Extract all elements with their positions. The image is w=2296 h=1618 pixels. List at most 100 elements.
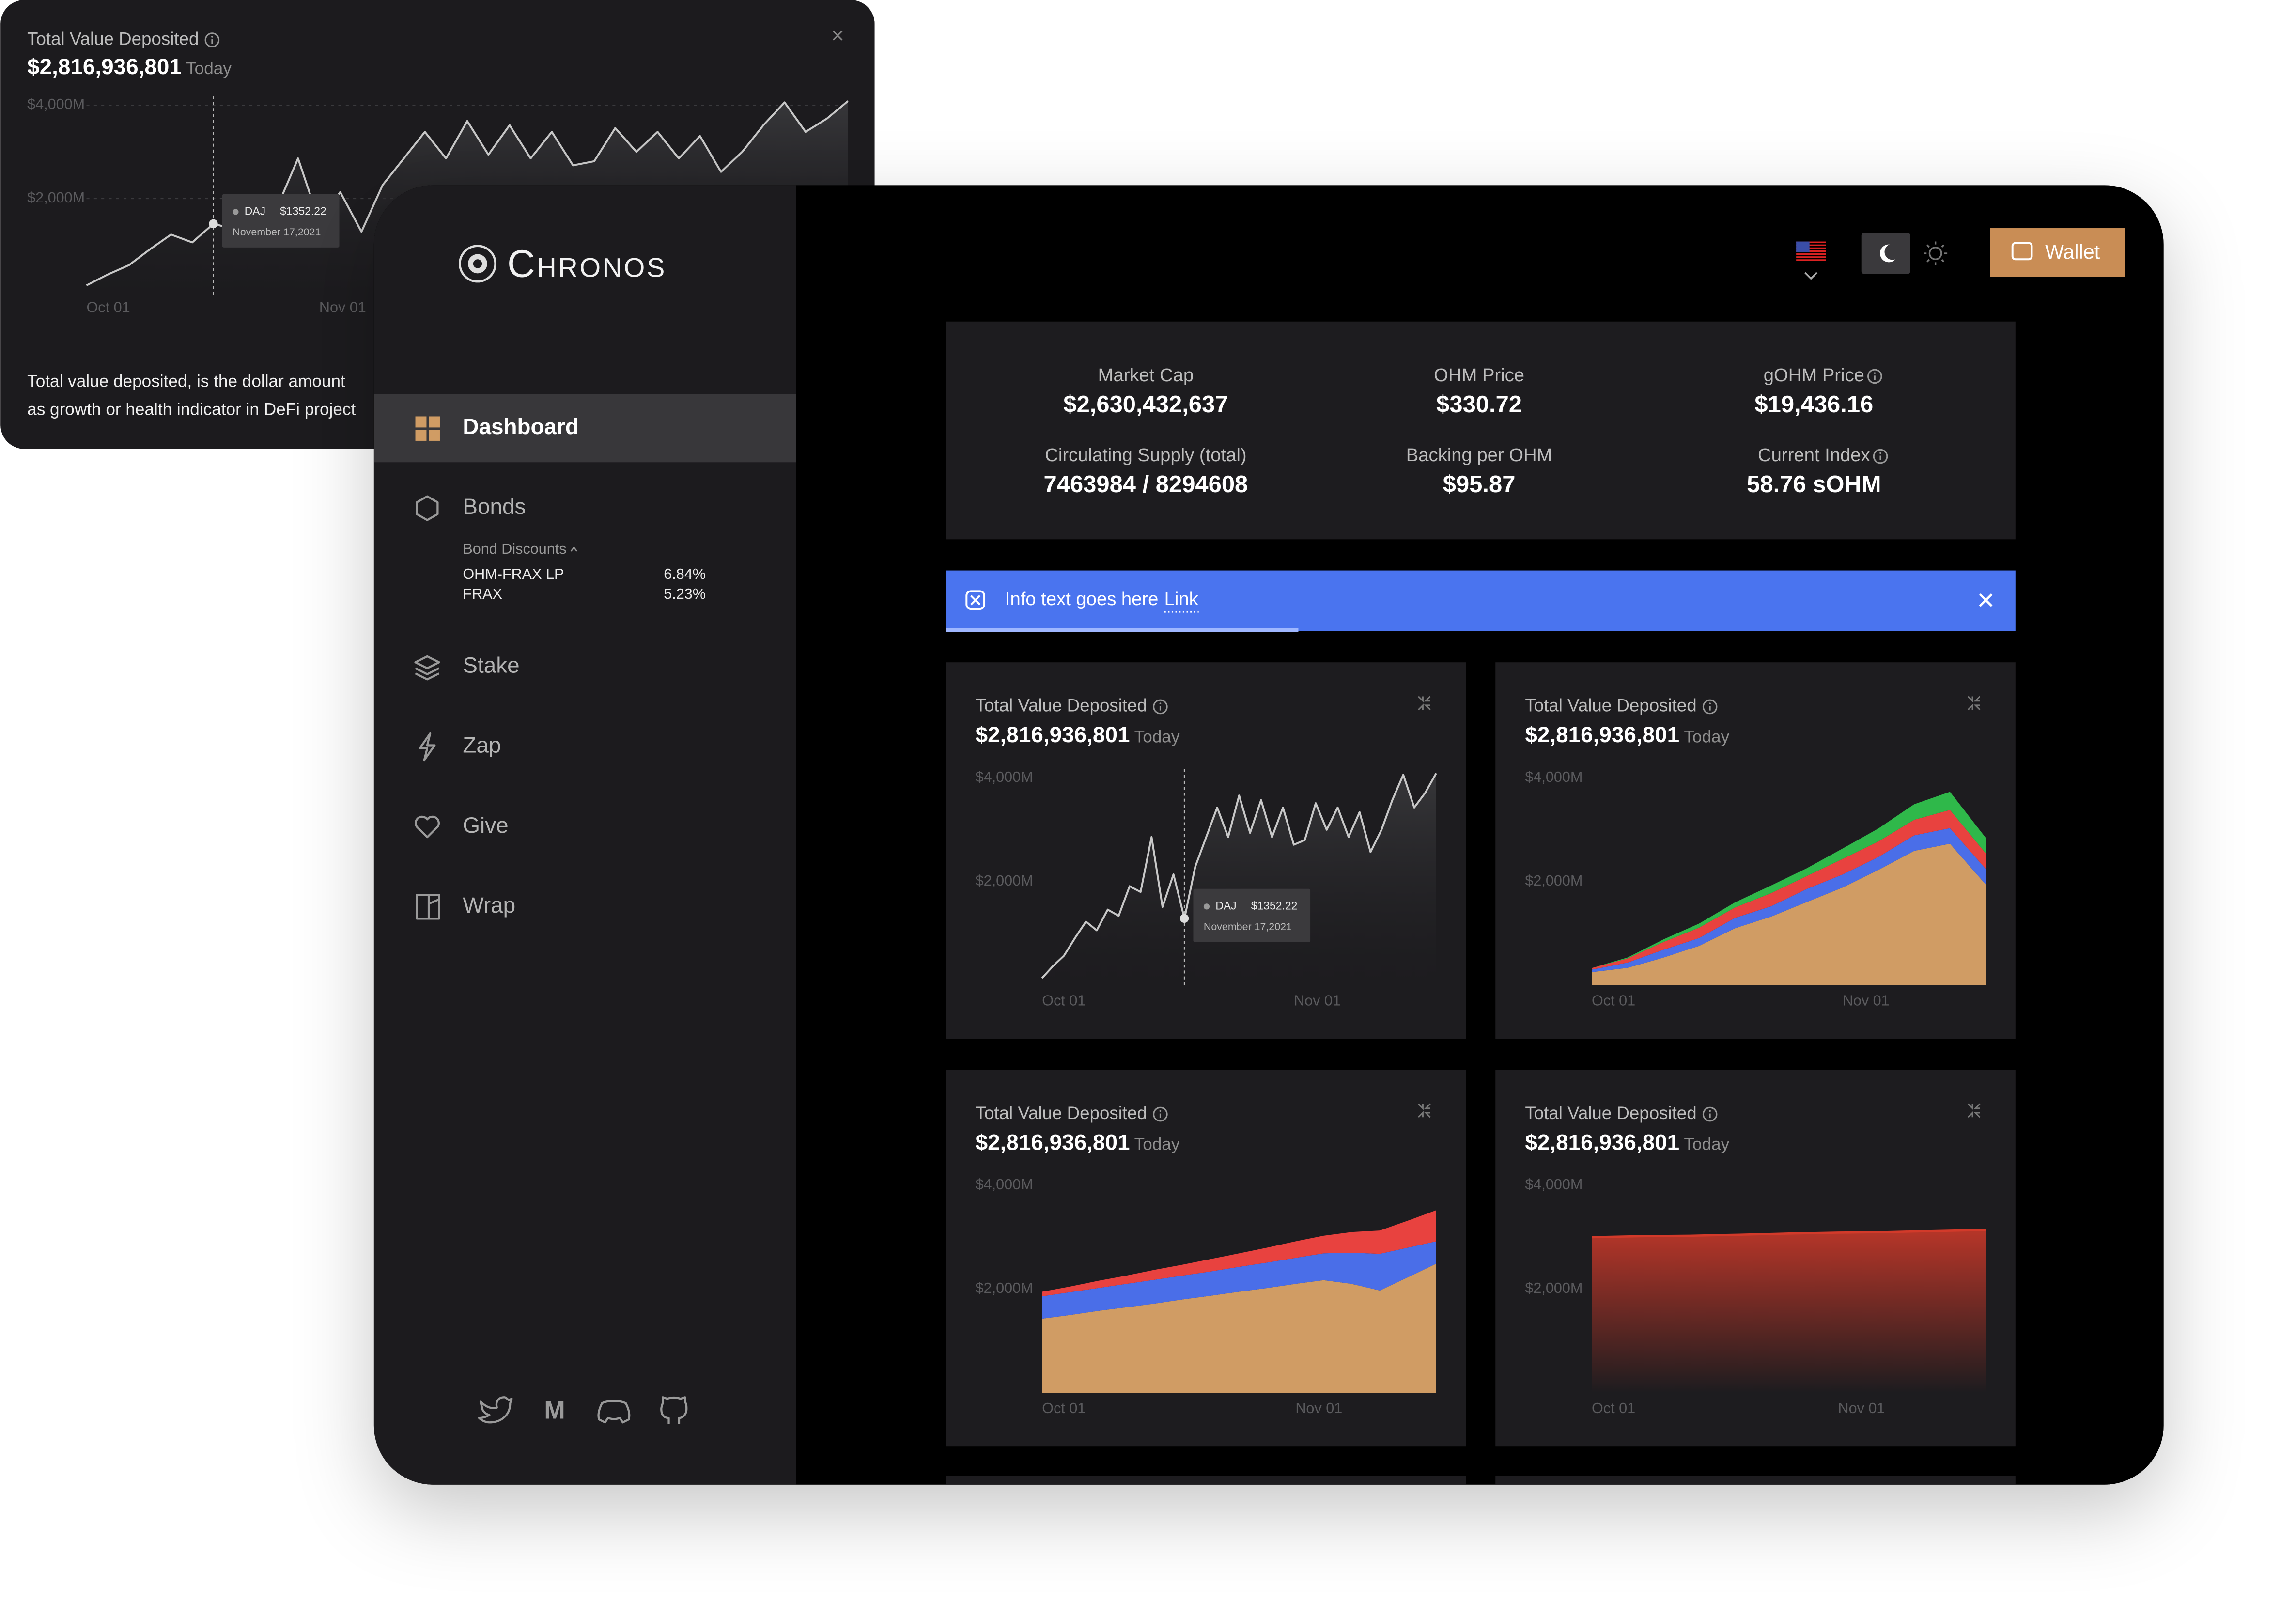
- x-tick-label: Nov 01: [1843, 993, 1890, 1009]
- sidebar-bg: [373, 185, 796, 1485]
- nav-item[interactable]: Bonds: [416, 494, 526, 521]
- stat-label: gOHM Price: [1764, 365, 1864, 386]
- x-tick-label: Oct 01: [1592, 1400, 1635, 1416]
- stat-value: $19,436.16: [1754, 391, 1873, 418]
- minimize-stroke: [1967, 1103, 1981, 1118]
- chart-value: $2,816,936,801: [976, 1129, 1130, 1154]
- chart-value: $2,816,936,801: [976, 722, 1130, 747]
- stat-label: OHM Price: [1434, 365, 1524, 386]
- minimize-icon[interactable]: [1418, 696, 1431, 711]
- stat-value: $2,630,432,637: [1063, 391, 1228, 418]
- nav-item[interactable]: Dashboard: [415, 414, 579, 441]
- hover-point: [209, 219, 218, 229]
- stacked-area: [1042, 1263, 1436, 1393]
- banner-text: Info text goes here: [1005, 589, 1159, 609]
- y-tick-label: $2,000M: [27, 189, 85, 206]
- chart-card: Total Value Deposited$2,816,936,801 Today…: [946, 1070, 1466, 1447]
- info-dot: [1709, 1110, 1711, 1112]
- info-dot: [1879, 452, 1881, 454]
- nav-label[interactable]: Stake: [463, 652, 519, 677]
- sun-icon: [1928, 247, 1942, 260]
- zap-icon: [419, 732, 436, 762]
- y-tick-label: $4,000M: [1525, 1176, 1582, 1193]
- hover-point: [1179, 914, 1189, 923]
- minimize-icon[interactable]: [1967, 696, 1981, 711]
- nav-label[interactable]: Bonds: [463, 494, 526, 519]
- tooltip-date: November 17,2021: [1204, 921, 1292, 933]
- logo-mark-core: [473, 259, 482, 268]
- info-icon: [1873, 449, 1888, 464]
- chart-value-note: Today: [1134, 727, 1180, 746]
- nav-item[interactable]: Give: [415, 812, 509, 839]
- collapse-chevron: [570, 546, 578, 552]
- info-ring: [1702, 1106, 1718, 1122]
- flag-stripe: [1796, 241, 1826, 243]
- sun-ray: [1926, 259, 1930, 263]
- x-tick-label: Oct 01: [87, 299, 130, 315]
- stacked-area: [1592, 828, 1986, 972]
- info-banner: Info text goes here Link: [946, 570, 2016, 632]
- y-tick-label: $2,000M: [1525, 1280, 1582, 1296]
- tooltip-name: DAJ: [245, 204, 265, 217]
- moon-icon: [1880, 244, 1896, 263]
- nav-item[interactable]: Stake: [414, 652, 520, 681]
- minimize-icon[interactable]: [1418, 1103, 1431, 1118]
- wrap-icon: [427, 895, 440, 919]
- info-dot: [1159, 702, 1162, 705]
- give-icon: [415, 815, 440, 839]
- y-tick-label: $2,000M: [976, 1280, 1033, 1296]
- y-tick-label: $4,000M: [1525, 769, 1582, 785]
- banner-bg: [946, 570, 2016, 631]
- bond-name: OHM-FRAX LP: [463, 566, 564, 582]
- tooltip: DAJ $1352.22 November 17,2021: [1193, 888, 1311, 942]
- minimize-stroke: [1418, 696, 1431, 711]
- chart-card: Total Value Deposited$2,816,936,801 Today…: [1495, 1070, 2016, 1447]
- y-tick-label: $4,000M: [27, 96, 85, 112]
- dark-mode-button[interactable]: [1861, 233, 1910, 274]
- info-dot: [1709, 702, 1711, 705]
- tooltip-bg: [222, 194, 340, 248]
- banner-link[interactable]: Link: [1164, 589, 1199, 609]
- medium-icon[interactable]: M: [544, 1397, 565, 1425]
- info-icon: [204, 32, 220, 47]
- tooltip-bg: [1193, 888, 1311, 942]
- info-dot: [211, 36, 213, 38]
- nav-item[interactable]: Wrap: [416, 892, 516, 920]
- wallet-label[interactable]: Wallet: [2045, 241, 2100, 263]
- y-tick-label: $2,000M: [976, 872, 1033, 889]
- card-bg-partial: [1495, 1476, 2016, 1485]
- card-bg-partial: [946, 1476, 1466, 1485]
- x-tick-label: Oct 01: [1042, 993, 1086, 1009]
- minimize-icon[interactable]: [1967, 1103, 1981, 1118]
- flag-stripe: [1796, 244, 1826, 246]
- flag-stripe: [1796, 250, 1826, 252]
- info-dot: [1159, 1110, 1162, 1112]
- flag-stripe: [1796, 247, 1826, 249]
- discord-icon[interactable]: [597, 1400, 631, 1424]
- nav-item[interactable]: Zap: [419, 732, 501, 762]
- y-tick-label: $4,000M: [976, 1176, 1033, 1193]
- nav-label[interactable]: Zap: [463, 732, 501, 758]
- chart-value: $2,816,936,801: [1525, 722, 1679, 747]
- github-icon[interactable]: [660, 1396, 688, 1424]
- sun-ray: [1941, 244, 1945, 248]
- line: [1041, 773, 1437, 979]
- banner-progress: [946, 628, 1299, 632]
- info-icon: [1702, 1106, 1718, 1122]
- language-flag[interactable]: [1796, 241, 1826, 261]
- twitter-icon[interactable]: [478, 1396, 513, 1424]
- nav-label[interactable]: Dashboard: [463, 414, 579, 439]
- brand-name: Chronos: [507, 242, 667, 285]
- banner-icon: [965, 590, 986, 610]
- banner-close[interactable]: [1979, 593, 1993, 607]
- chart-value-note: Today: [1684, 1135, 1729, 1154]
- light-mode-button[interactable]: [1924, 241, 1948, 265]
- dashboard-icon: [415, 416, 427, 428]
- info-ring: [204, 32, 220, 47]
- tooltip-name: DAJ: [1215, 899, 1236, 912]
- nav-label[interactable]: Wrap: [463, 892, 515, 918]
- nav-label[interactable]: Give: [463, 812, 508, 838]
- tooltip-date: November 17,2021: [233, 226, 321, 238]
